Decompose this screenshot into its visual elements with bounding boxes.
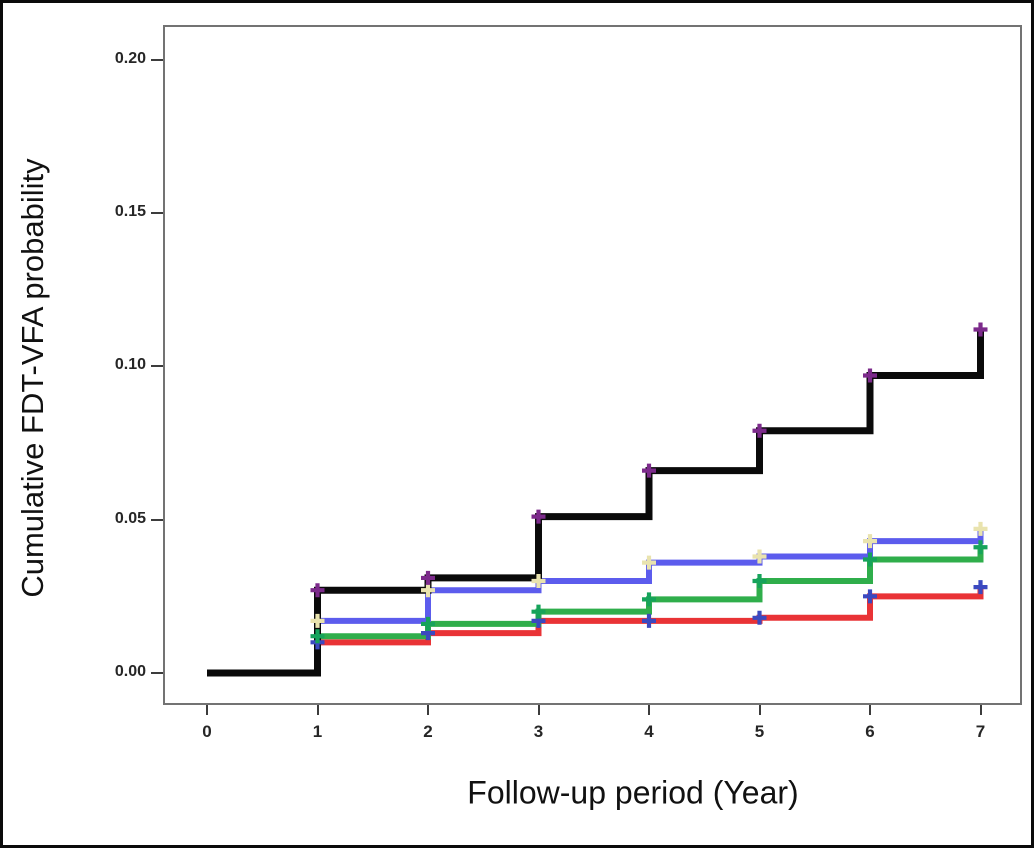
- y-tick-label: 0.15: [114, 202, 146, 220]
- y-tick-mark: [151, 672, 163, 674]
- series-green-plus-marker: [973, 540, 988, 555]
- x-tick-label: 5: [754, 722, 765, 741]
- series-green-plus-marker: [310, 629, 325, 644]
- series-red-plus-marker: [973, 580, 988, 595]
- series-black-plus-marker: [642, 463, 656, 478]
- series-blue-plus-marker: [310, 613, 325, 628]
- x-tick-label: 3: [533, 722, 544, 741]
- x-tick-mark: [869, 705, 871, 715]
- series-blue-plus-marker: [752, 549, 767, 564]
- series-green-plus-marker: [863, 552, 877, 567]
- x-tick-mark: [758, 705, 761, 715]
- series-blue-plus-marker: [863, 534, 877, 549]
- series-black-line: [207, 329, 984, 677]
- series-red-line: [207, 587, 984, 676]
- y-tick-mark: [151, 58, 163, 61]
- x-tick-label: 1: [312, 722, 323, 741]
- x-tick-label: 6: [865, 722, 875, 741]
- series-blue-plus-marker: [973, 521, 988, 536]
- x-tick-mark: [648, 705, 650, 715]
- x-tick-mark: [316, 705, 319, 715]
- y-tick-label: 0.00: [114, 663, 146, 680]
- y-tick-mark: [151, 211, 163, 214]
- series-red-plus-marker: [642, 613, 656, 628]
- x-tick-label: 0: [202, 722, 212, 741]
- y-tick-label: 0.20: [114, 49, 146, 67]
- x-tick-mark: [427, 705, 429, 715]
- series-black-plus-marker: [421, 570, 435, 585]
- x-axis-title: Follow-up period (Year): [467, 774, 799, 811]
- series-green-line: [207, 547, 984, 676]
- series-green-plus-marker: [531, 604, 546, 619]
- x-tick-mark: [979, 705, 982, 715]
- y-tick-label: 0.10: [114, 356, 146, 374]
- plot-area: [163, 25, 1022, 705]
- x-tick-label: 2: [423, 722, 433, 741]
- series-blue-plus-marker: [642, 555, 656, 570]
- step-chart: [207, 322, 988, 677]
- series-black-plus-marker: [863, 368, 877, 383]
- series-blue-plus-marker: [531, 574, 546, 588]
- series-green-plus-marker: [421, 616, 435, 631]
- series-blue-line: [207, 528, 984, 676]
- series-red-plus-marker: [752, 610, 767, 625]
- series-green-plus-marker: [752, 574, 767, 588]
- series-black-plus-marker: [973, 322, 988, 337]
- series-black-plus-marker: [310, 583, 325, 598]
- series-black-plus-marker: [752, 423, 767, 438]
- x-tick-label: 7: [975, 722, 986, 741]
- y-tick-mark: [151, 518, 163, 521]
- series-blue-plus-marker: [421, 583, 435, 598]
- x-tick-mark: [206, 705, 208, 715]
- y-tick-label: 0.05: [114, 509, 146, 527]
- y-tick-mark: [151, 365, 163, 368]
- series-green-plus-marker: [642, 592, 656, 607]
- series-black-plus-marker: [531, 509, 546, 524]
- x-tick-label: 4: [644, 722, 654, 741]
- x-tick-mark: [537, 705, 540, 715]
- y-axis-title: Cumulative FDT-VFA probability: [15, 158, 50, 598]
- series-red-plus-marker: [863, 589, 877, 604]
